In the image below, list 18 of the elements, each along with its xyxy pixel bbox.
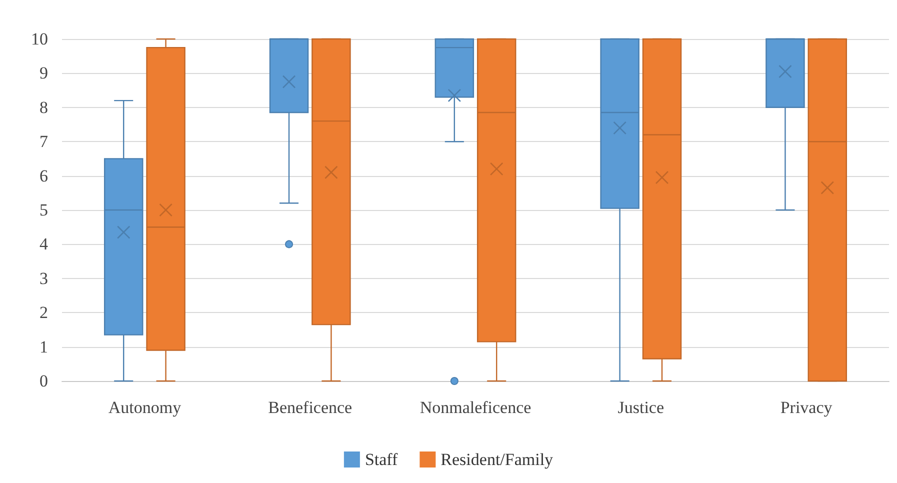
x-tick-label: Justice bbox=[618, 398, 664, 417]
y-tick-label: 1 bbox=[40, 337, 48, 356]
x-tick-label: Privacy bbox=[780, 398, 833, 417]
y-tick-label: 4 bbox=[40, 234, 48, 254]
y-tick-label: 8 bbox=[40, 98, 48, 117]
x-tick-label: Nonmaleficence bbox=[420, 398, 532, 417]
y-tick-label: 0 bbox=[40, 372, 48, 390]
y-tick-label: 3 bbox=[40, 268, 48, 288]
legend-label: Staff bbox=[364, 450, 398, 469]
y-tick-label: 10 bbox=[31, 30, 48, 48]
y-tick-label: 9 bbox=[40, 64, 48, 83]
y-tick-label: 7 bbox=[40, 132, 48, 152]
x-tick-label: Autonomy bbox=[108, 398, 182, 417]
x-tick-label: Beneficence bbox=[268, 398, 352, 417]
y-tick-label: 2 bbox=[40, 303, 48, 322]
y-tick-label: 6 bbox=[40, 166, 48, 186]
legend-label: Resident/Family bbox=[440, 450, 554, 469]
y-tick-label: 5 bbox=[40, 200, 48, 220]
